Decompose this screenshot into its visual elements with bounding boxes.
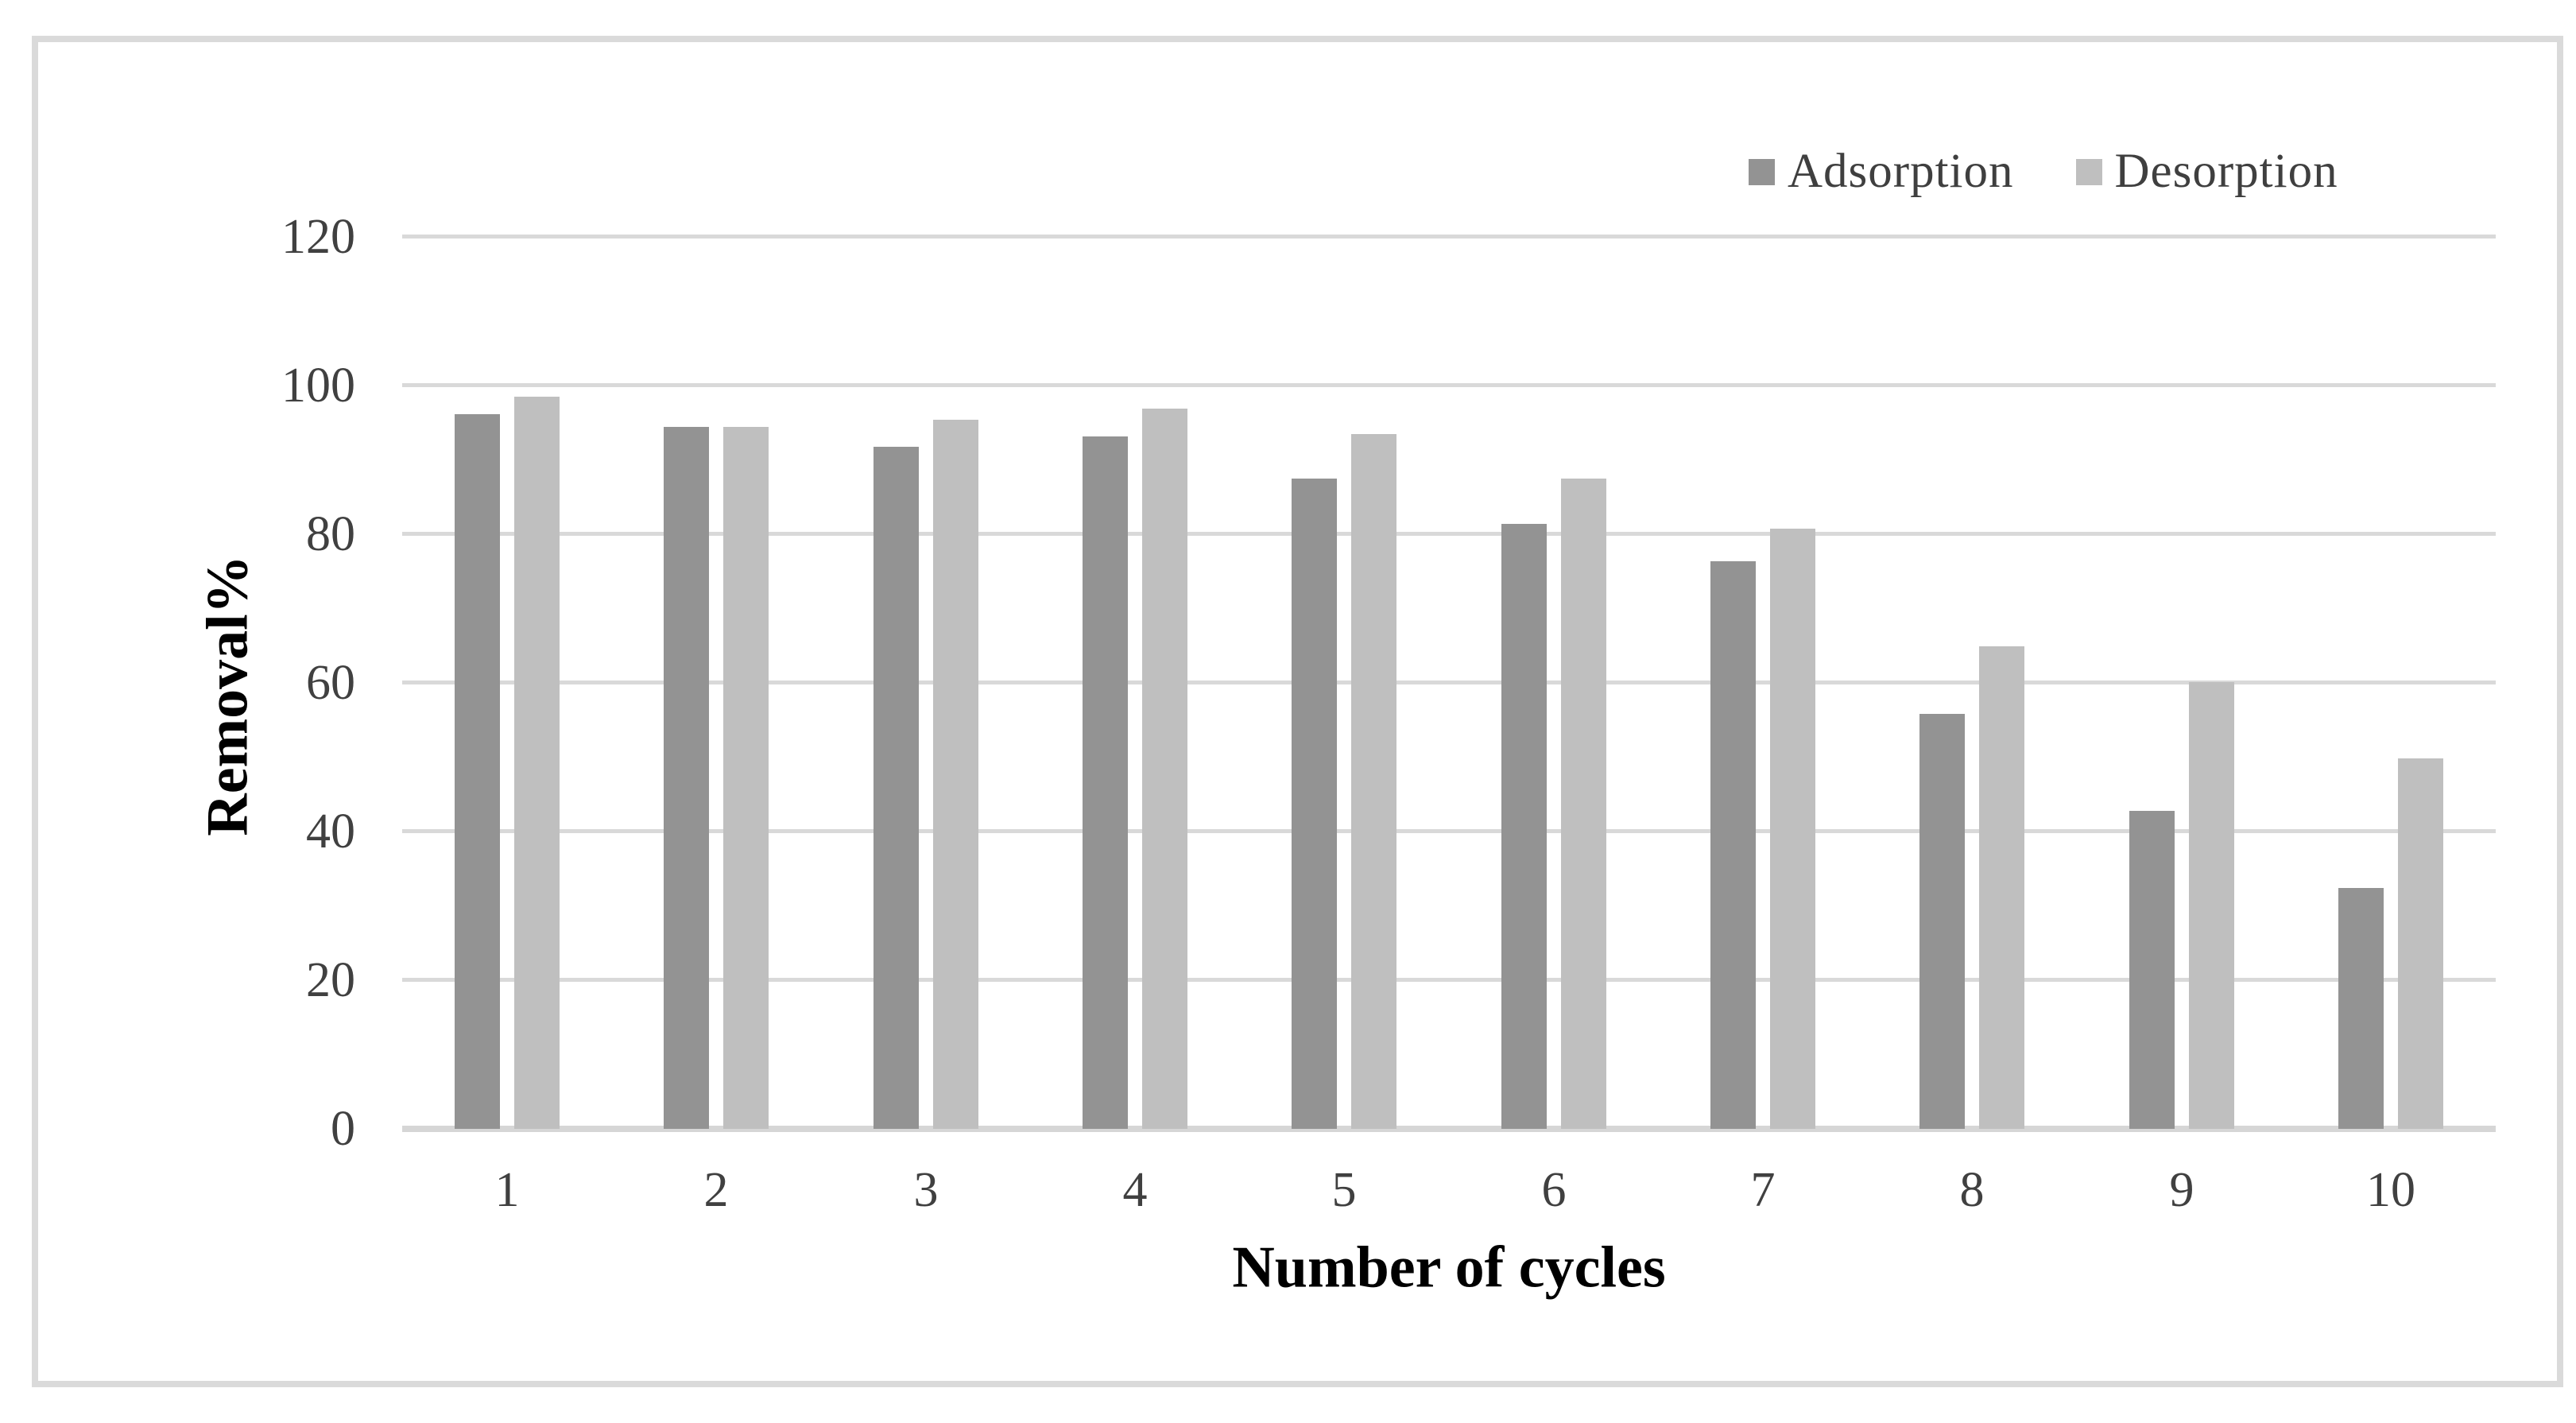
legend-label-desorption: Desorption: [2114, 145, 2338, 198]
legend-item-desorption: Desorption: [2075, 144, 2338, 200]
bar-desorption-cycle-3: [933, 420, 978, 1129]
bar-desorption-cycle-4: [1142, 409, 1187, 1129]
gridline-80: [402, 532, 2496, 536]
y-axis-tick-labels: 0 20 40 60 80 100 120: [0, 210, 355, 1156]
gridline-40: [402, 829, 2496, 833]
bar-adsorption-cycle-7: [1710, 561, 1756, 1129]
x-tick-label-6: 6: [1541, 1163, 1567, 1217]
bar-adsorption-cycle-10: [2338, 888, 2384, 1129]
bar-desorption-cycle-9: [2189, 682, 2234, 1129]
x-tick-label-4: 4: [1122, 1163, 1148, 1217]
bar-adsorption-cycle-2: [664, 427, 709, 1129]
bar-adsorption-cycle-3: [874, 447, 919, 1129]
bar-desorption-cycle-2: [723, 427, 769, 1129]
x-tick-label-3: 3: [913, 1163, 939, 1217]
bar-desorption-cycle-7: [1770, 529, 1815, 1129]
bar-adsorption-cycle-4: [1083, 436, 1128, 1129]
x-tick-label-5: 5: [1331, 1163, 1357, 1217]
y-tick-label-100: 100: [281, 359, 355, 413]
legend-label-adsorption: Adsorption: [1788, 145, 2014, 198]
bar-adsorption-cycle-5: [1292, 479, 1337, 1129]
x-tick-label-2: 2: [703, 1163, 729, 1217]
legend-item-adsorption: Adsorption: [1749, 144, 2014, 200]
x-tick-label-10: 10: [2366, 1163, 2415, 1217]
y-tick-label-80: 80: [306, 507, 355, 561]
legend: Adsorption Desorption: [1749, 143, 2338, 200]
y-tick-label-60: 60: [306, 656, 355, 710]
gridline-120: [402, 235, 2496, 238]
x-axis-tick-labels: 1 2 3 4 5 6 7 8 9 10: [402, 1162, 2496, 1234]
x-axis-line: [402, 1126, 2496, 1132]
bar-adsorption-cycle-9: [2129, 811, 2175, 1129]
bar-desorption-cycle-6: [1561, 479, 1606, 1129]
bar-desorption-cycle-8: [1979, 646, 2024, 1129]
bar-desorption-cycle-10: [2398, 758, 2443, 1129]
gridline-100: [402, 383, 2496, 387]
x-tick-label-8: 8: [1959, 1163, 1985, 1217]
y-tick-label-0: 0: [331, 1102, 355, 1156]
x-axis-title: Number of cycles: [1232, 1235, 1666, 1301]
bar-adsorption-cycle-6: [1501, 524, 1547, 1129]
x-tick-label-9: 9: [2169, 1163, 2194, 1217]
bar-adsorption-cycle-1: [455, 414, 500, 1129]
bar-adsorption-cycle-8: [1919, 714, 1965, 1129]
desorption-swatch-icon: [2075, 158, 2102, 185]
x-tick-label-7: 7: [1750, 1163, 1776, 1217]
plot-area: [402, 235, 2496, 1132]
bar-desorption-cycle-5: [1351, 434, 1396, 1129]
y-tick-label-40: 40: [306, 805, 355, 859]
y-tick-label-20: 20: [306, 953, 355, 1007]
adsorption-swatch-icon: [1749, 158, 1775, 185]
gridline-20: [402, 978, 2496, 982]
y-tick-label-120: 120: [281, 210, 355, 264]
bar-desorption-cycle-1: [514, 397, 560, 1129]
gridline-60: [402, 680, 2496, 684]
x-tick-label-1: 1: [494, 1163, 520, 1217]
